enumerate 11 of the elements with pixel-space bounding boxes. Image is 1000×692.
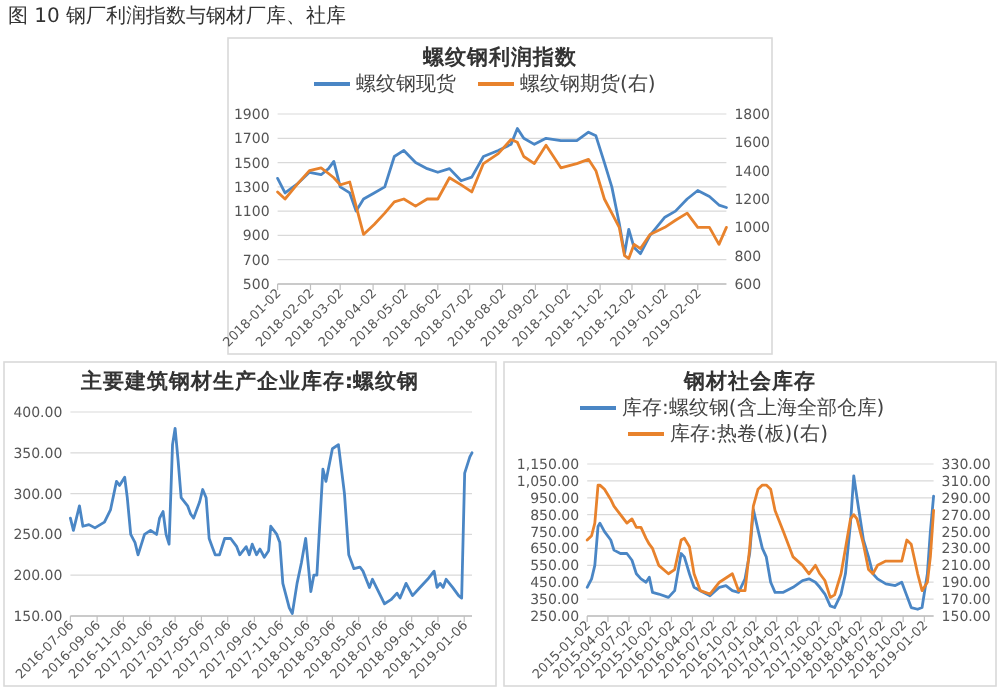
- chart-title: 螺纹钢利润指数: [421, 44, 579, 70]
- legend-label: 螺纹钢现货: [356, 72, 456, 96]
- legend-label: 库存:螺纹钢(含上海全部仓库): [622, 396, 885, 420]
- caption: 图 10 钢厂利润指数与钢材厂库、社库: [8, 4, 347, 28]
- legend-label: 库存:热卷(板)(右): [670, 422, 829, 446]
- line-series: [585, 474, 935, 611]
- chart-title: 钢材社会库存: [682, 368, 816, 394]
- line-series: [69, 426, 474, 615]
- legend-label: 螺纹钢期货(右): [520, 72, 656, 96]
- chart-title: 主要建筑钢材生产企业库存:螺纹钢: [78, 368, 420, 394]
- line-series: [585, 483, 935, 599]
